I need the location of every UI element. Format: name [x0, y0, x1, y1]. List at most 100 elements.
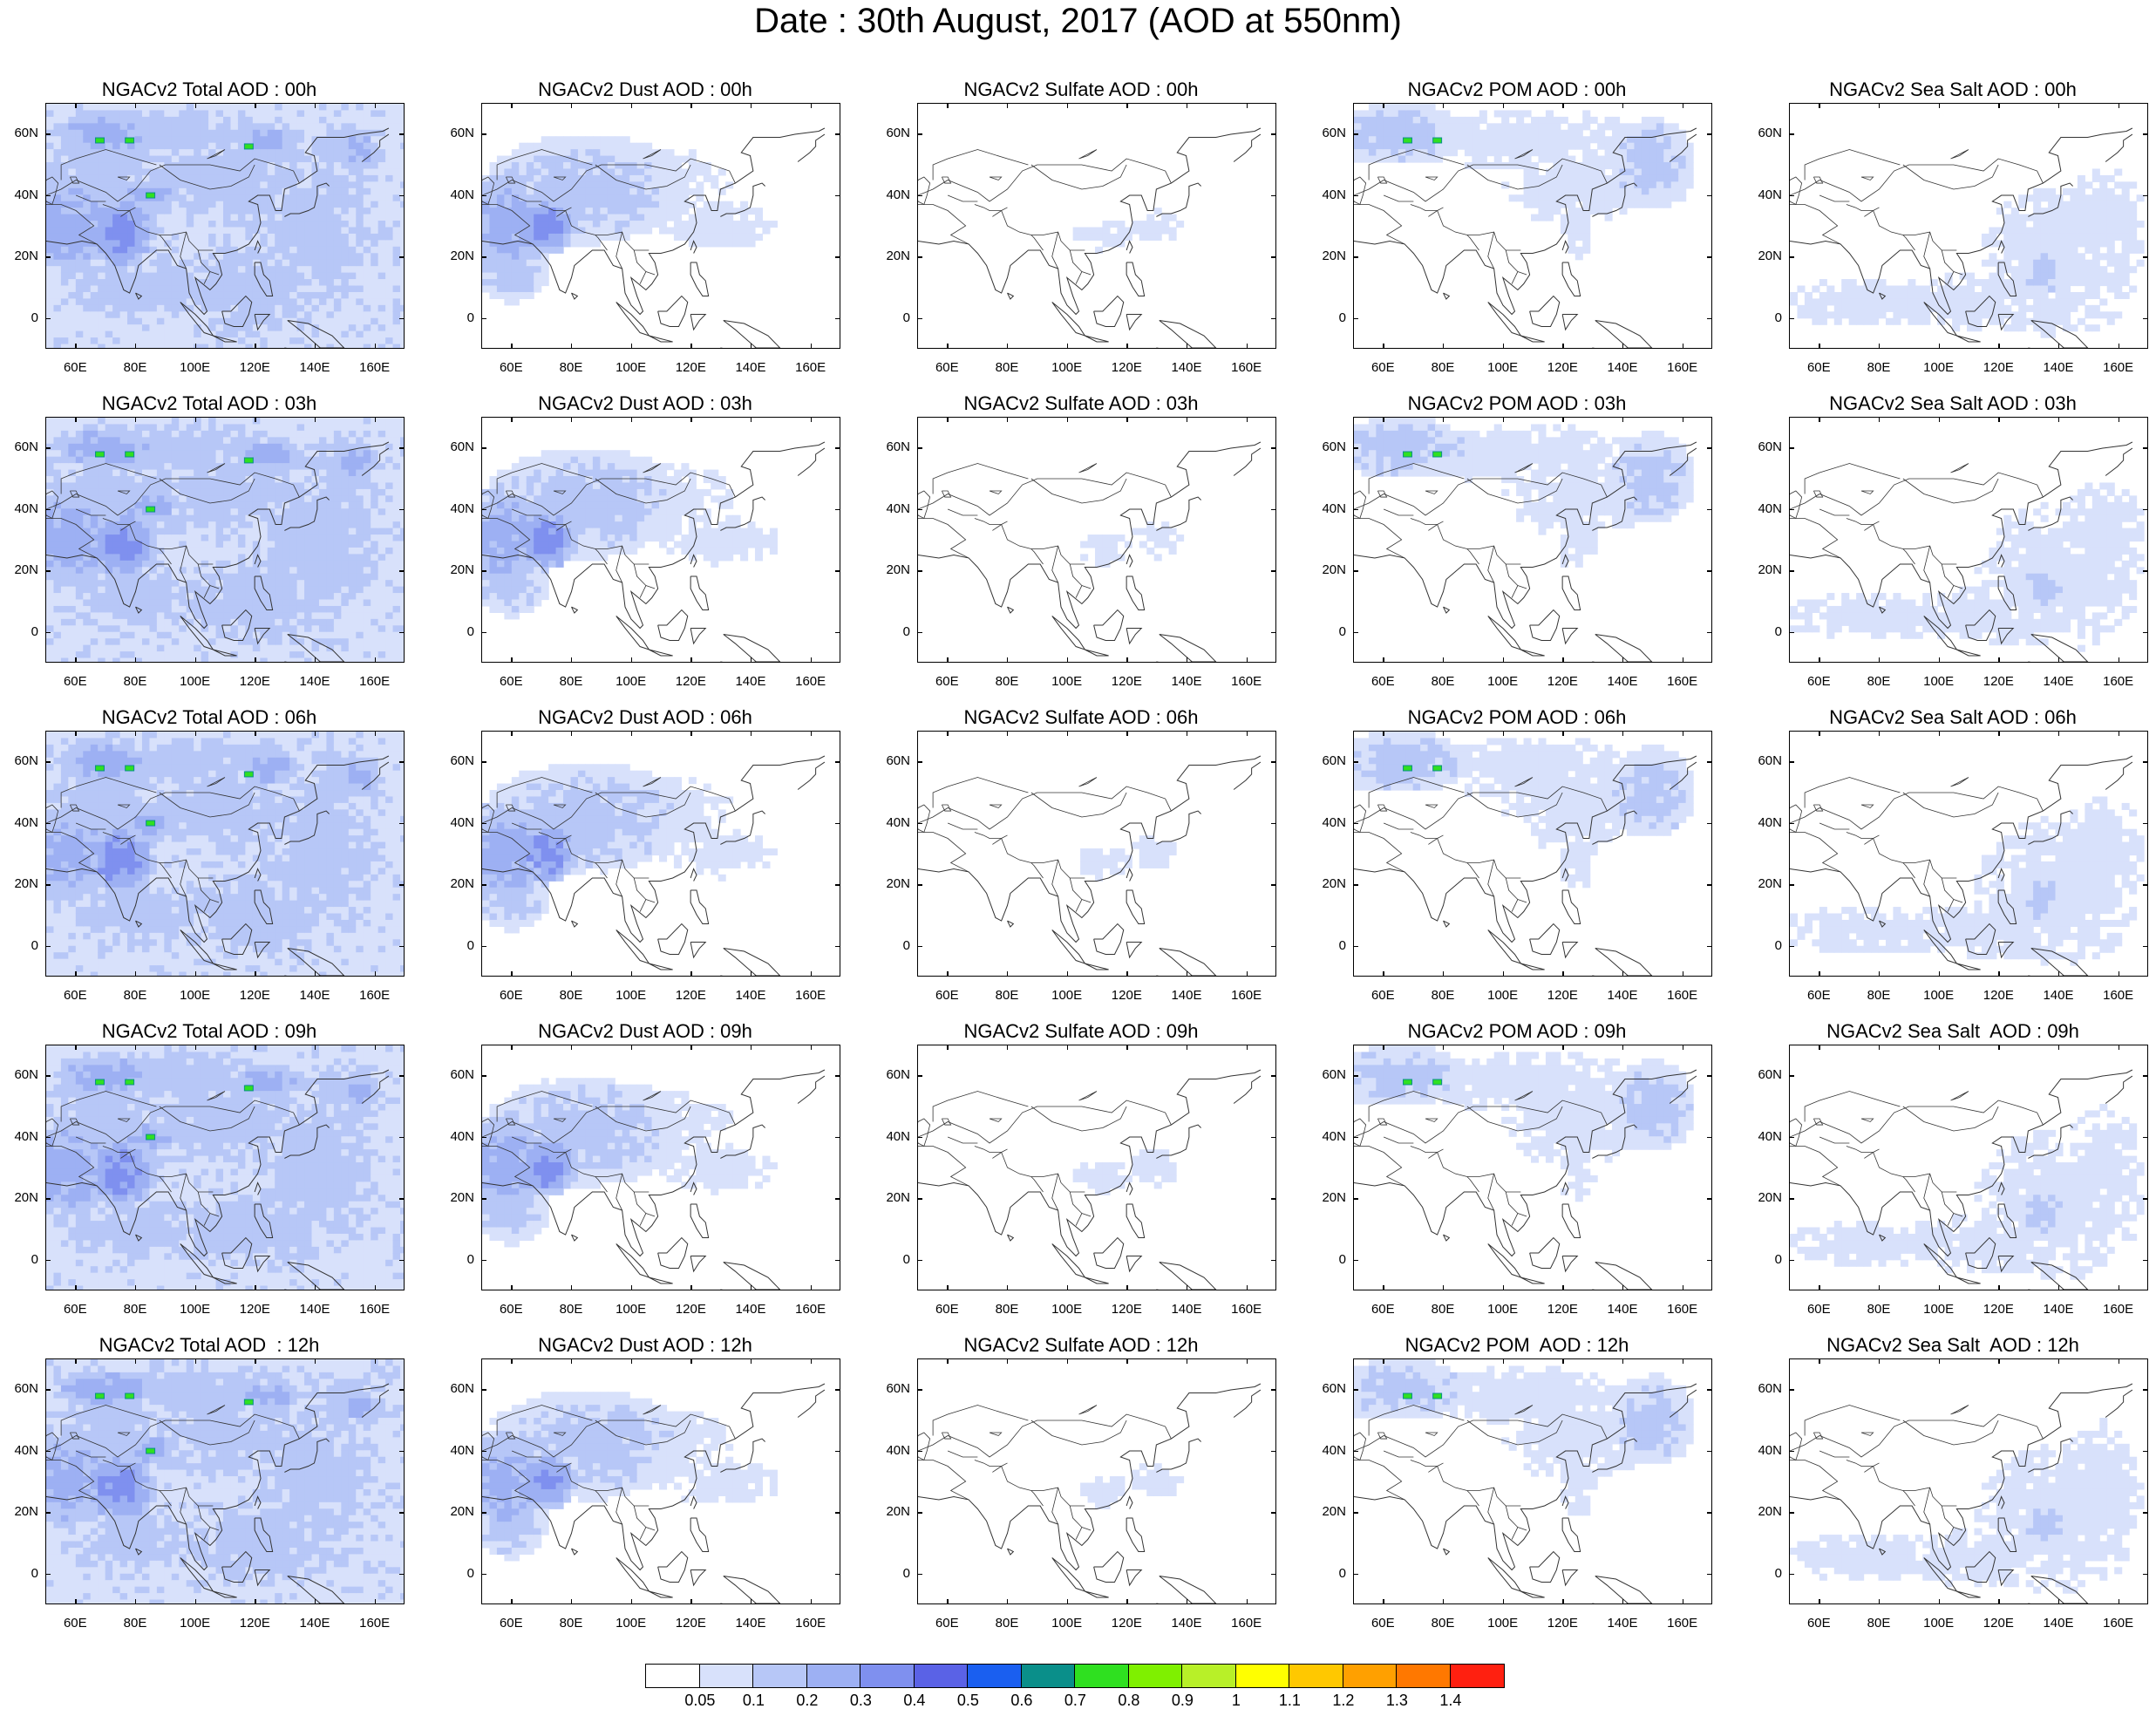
aod-cell: [238, 130, 246, 137]
aod-cell: [1361, 130, 1369, 137]
lon-tick-label: 160E: [1225, 361, 1268, 375]
aod-cell: [127, 658, 135, 662]
aod-cell: [127, 123, 135, 130]
aod-cell: [112, 181, 120, 188]
aod-cell: [135, 444, 143, 451]
aod-cell: [282, 104, 290, 111]
aod-cell: [1671, 136, 1679, 143]
aod-cell: [2114, 279, 2122, 286]
aod-cell: [563, 168, 571, 175]
aod-cell: [223, 470, 231, 477]
aod-cell: [112, 123, 120, 130]
aod-cell: [371, 123, 378, 130]
aod-cell: [2018, 227, 2026, 234]
aod-cell: [135, 234, 143, 241]
aod-cell: [519, 253, 527, 260]
aod-cell: [238, 194, 246, 201]
aod-cell: [615, 194, 622, 201]
aod-cell: [98, 424, 105, 431]
aod-cell: [334, 123, 342, 130]
aod-cell: [91, 502, 99, 509]
aod-cell: [1663, 136, 1671, 143]
aod-cell: [53, 587, 61, 594]
aod-cell: [556, 240, 564, 247]
aod-cell: [187, 221, 194, 228]
aod-cell: [312, 227, 320, 234]
aod-cell: [504, 266, 512, 273]
aod-cell: [637, 194, 645, 201]
aod-cell: [135, 600, 143, 607]
aod-cell: [1612, 117, 1620, 124]
aod-cell: [527, 208, 534, 214]
aod-cell: [364, 279, 371, 286]
aod-cell: [127, 247, 135, 254]
aod-cell: [179, 221, 187, 228]
aod-cell: [105, 528, 113, 535]
aod-cell: [164, 489, 172, 496]
aod-cell: [179, 457, 187, 464]
aod-cell: [1472, 156, 1479, 163]
aod-cell: [230, 541, 238, 548]
lon-tick: [1007, 103, 1008, 108]
aod-cell: [1509, 123, 1517, 130]
aod-cell: [1967, 292, 1975, 299]
aod-cell: [142, 450, 150, 457]
aod-cell: [1450, 117, 1458, 124]
aod-cell: [120, 632, 128, 639]
aod-cell: [260, 117, 268, 124]
aod-cell: [364, 208, 371, 214]
aod-cell: [1901, 311, 1908, 318]
aod-cell: [2056, 247, 2064, 254]
aod-cell: [312, 331, 320, 338]
aod-cell: [98, 181, 105, 188]
aod-cell: [105, 286, 113, 293]
aod-cell: [2041, 298, 2049, 305]
aod-cell: [1501, 117, 1509, 124]
lake-outline: [1951, 150, 1969, 160]
aod-cell: [172, 292, 180, 299]
aod-cell: [349, 208, 357, 214]
aod-cell: [68, 221, 76, 228]
aod-cell: [245, 444, 253, 451]
aod-cell: [497, 188, 505, 195]
lat-tick-label: 0: [3, 311, 38, 325]
aod-cell: [748, 240, 756, 247]
aod-cell: [1849, 279, 1857, 286]
aod-cell: [341, 240, 349, 247]
aod-cell: [2063, 188, 2071, 195]
aod-cell: [364, 143, 371, 150]
aod-cell: [1553, 123, 1561, 130]
aod-cell: [1627, 168, 1635, 175]
lat-tick: [1789, 318, 1794, 319]
aod-cell: [740, 234, 748, 241]
aod-cell: [120, 431, 128, 438]
aod-cell: [53, 331, 61, 338]
aod-cell: [98, 457, 105, 464]
aod-cell: [512, 221, 520, 228]
coastline: [1562, 262, 1581, 296]
aod-cell: [1841, 279, 1849, 286]
aod-cell: [268, 266, 275, 273]
aod-cell: [120, 561, 128, 568]
aod-cell: [341, 130, 349, 137]
aod-cell: [289, 298, 297, 305]
aod-cell: [268, 567, 275, 574]
aod-cell: [1656, 188, 1664, 195]
aod-cell: [1678, 175, 1686, 182]
aod-cell: [1516, 149, 1524, 156]
aod-cell: [179, 482, 187, 489]
aod-cell: [725, 234, 733, 241]
aod-cell: [1538, 208, 1546, 214]
aod-cell: [135, 240, 143, 247]
aod-cell: [216, 515, 224, 522]
aod-cell: [356, 286, 364, 293]
aod-cell: [149, 470, 157, 477]
aod-cell: [91, 117, 99, 124]
aod-cell: [1376, 136, 1384, 143]
aod-cell: [223, 489, 231, 496]
aod-cell: [1974, 279, 1982, 286]
aod-cell: [341, 247, 349, 254]
aod-cell: [98, 117, 105, 124]
aod-cell: [349, 273, 357, 280]
aod-cell: [187, 324, 194, 331]
